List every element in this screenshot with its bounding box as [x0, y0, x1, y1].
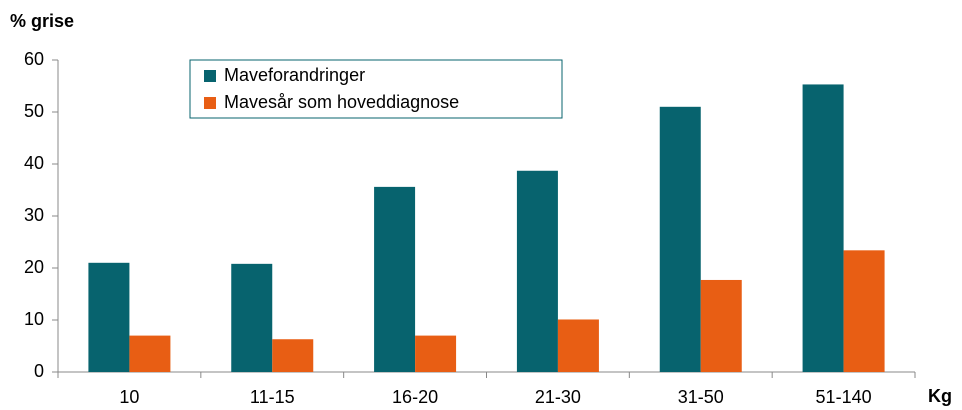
bar — [700, 279, 742, 372]
x-tick-label: 31-50 — [678, 387, 724, 407]
y-tick-label: 10 — [24, 309, 44, 329]
y-axis-label: % grise — [10, 11, 74, 31]
bar — [659, 106, 701, 373]
x-tick-label: 10 — [119, 387, 139, 407]
bar — [231, 263, 273, 372]
y-tick-label: 60 — [24, 49, 44, 69]
legend-label: Mavesår som hoveddiagnose — [224, 92, 459, 112]
bar — [802, 84, 844, 372]
y-tick-label: 40 — [24, 153, 44, 173]
bar — [415, 335, 457, 372]
bar — [129, 335, 171, 372]
bar — [272, 339, 314, 372]
legend-box — [189, 59, 563, 119]
y-tick-label: 30 — [24, 205, 44, 225]
bar — [88, 262, 130, 372]
x-tick-label: 51-140 — [816, 387, 872, 407]
x-tick-label: 16-20 — [392, 387, 438, 407]
bar — [374, 186, 416, 372]
x-tick-label: 11-15 — [250, 387, 295, 407]
x-tick-label: 21-30 — [535, 387, 581, 407]
bar — [557, 319, 599, 372]
bar — [516, 170, 558, 372]
y-tick-label: 50 — [24, 101, 44, 121]
legend-swatch — [204, 97, 216, 109]
bar — [843, 250, 885, 372]
x-axis-label: Kg — [928, 386, 952, 406]
y-tick-label: 0 — [34, 361, 44, 381]
y-tick-label: 20 — [24, 257, 44, 277]
legend-swatch — [204, 70, 216, 82]
legend-label: Maveforandringer — [224, 65, 365, 85]
